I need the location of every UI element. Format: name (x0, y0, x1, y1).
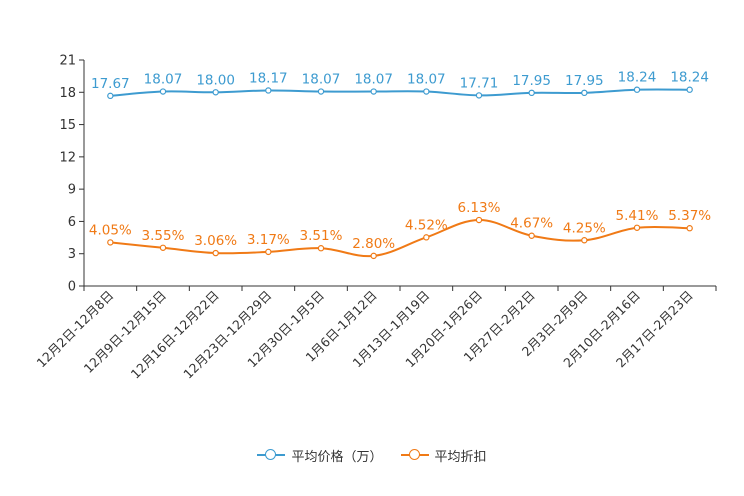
series-0-point (423, 88, 430, 95)
series-0-point (633, 86, 641, 93)
series-1-point (212, 249, 219, 257)
line-chart: 03691215182112月2日-12月8日12月9日-12月15日12月16… (34, 54, 717, 382)
series-0-data-label: 18.07 (354, 72, 393, 88)
series-0-point (528, 89, 535, 97)
series-1-point (317, 245, 325, 252)
series-1-data-label: 4.67% (510, 216, 553, 232)
series-0-data-label: 18.17 (249, 70, 288, 86)
series-0-point (212, 89, 219, 96)
series-1-data-label: 2.80% (352, 236, 395, 252)
series-0-data-label: 17.67 (91, 76, 130, 92)
series-1-data-label: 3.06% (194, 233, 237, 249)
series-0-point (317, 88, 325, 95)
series-1-data-label: 3.51% (300, 228, 343, 244)
series-1-data-label: 3.17% (247, 232, 290, 248)
series-1-point (528, 232, 535, 239)
series-line-1 (110, 219, 690, 258)
series-0-point (581, 89, 588, 97)
series-0-data-label: 18.07 (144, 72, 183, 88)
series-0-point (159, 88, 167, 95)
series-0-data-label: 18.07 (407, 72, 446, 88)
series-0-data-label: 18.00 (196, 72, 235, 88)
y-tick-label: 18 (59, 86, 76, 101)
series-0-data-label: 18.24 (670, 70, 709, 86)
series-1-point (581, 237, 588, 244)
series-0-data-label: 17.95 (512, 73, 551, 89)
y-tick-label: 0 (68, 280, 76, 295)
series-line-0 (110, 88, 690, 97)
series-0-point (370, 88, 377, 95)
legend-price-label: 平均价格（万） (291, 449, 383, 465)
y-tick-label: 3 (68, 247, 76, 262)
legend-discount-symbol-icon (400, 448, 429, 462)
series-1-data-label: 6.13% (458, 200, 501, 216)
legend-discount-label: 平均折扣 (434, 449, 487, 465)
series-0-point (686, 86, 693, 93)
series-1-point (265, 248, 272, 256)
legend-price-dot (265, 449, 277, 460)
y-tick-label: 21 (59, 54, 76, 69)
series-1-data-label: 3.55% (142, 228, 185, 244)
series-1-data-label: 5.41% (616, 208, 659, 224)
y-tick-label: 6 (68, 215, 76, 230)
series-0-point (107, 92, 114, 100)
series-0-data-label: 17.95 (565, 73, 604, 89)
series-0-data-label: 17.71 (460, 75, 499, 91)
series-0-data-label: 18.24 (618, 70, 657, 86)
series-0-point (265, 87, 272, 94)
series-1-point (370, 252, 377, 260)
legend: 平均价格（万） 平均折扣 (0, 444, 744, 466)
series-1-point (107, 239, 114, 246)
legend-discount-dot (408, 449, 420, 460)
series-1-data-label: 5.37% (668, 208, 711, 224)
series-1-point (159, 244, 167, 251)
axes: 03691215182112月2日-12月8日12月9日-12月15日12月16… (34, 54, 717, 382)
series-1-point (633, 224, 641, 231)
data-labels: 17.67 18.07 18.00 18.17 18.07 18.07 18.07 17.71… (89, 70, 711, 252)
series-1-data-label: 4.52% (405, 217, 448, 233)
legend-item-discount[interactable]: 平均折扣 (400, 446, 487, 465)
x-tick-label: 12月16日-12月22日 (128, 288, 222, 382)
series-0-point (475, 92, 483, 99)
legend-price-symbol-icon (257, 448, 286, 462)
series-1-point (423, 234, 430, 241)
series-1-data-label: 4.05% (89, 222, 132, 238)
x-tick-label: 12月23日-12月29日 (180, 288, 274, 382)
series-0-data-label: 18.07 (302, 72, 341, 88)
y-tick-label: 12 (59, 150, 76, 165)
series-1-data-label: 4.25% (563, 220, 606, 236)
y-tick-label: 15 (59, 118, 76, 133)
y-tick-label: 9 (68, 183, 76, 198)
series-1-point (475, 216, 483, 224)
series-1-point (686, 225, 693, 232)
legend-item-price[interactable]: 平均价格（万） (257, 446, 383, 465)
series-layer (107, 86, 693, 260)
